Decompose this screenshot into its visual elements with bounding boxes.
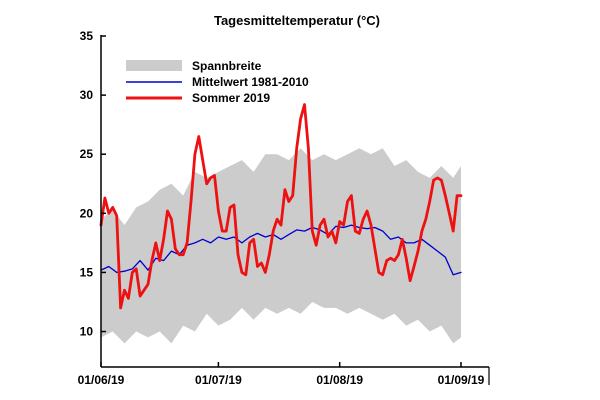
y-tick-label: 35 [80,29,94,43]
plot-area: 10 15 20 25 30 35 01/06/19 01/07/19 01/08/19 01/0… [78,29,490,387]
y-tick-label: 30 [80,88,94,102]
y-tick-label: 10 [80,325,94,339]
y-tick-label: 15 [80,265,94,279]
legend-label-mean: Mittelwert 1981-2010 [192,75,309,89]
x-tick-label: 01/07/19 [195,373,242,387]
legend-swatch-range [126,60,182,71]
x-tick-label: 01/08/19 [316,373,363,387]
x-tick-label: 01/06/19 [78,373,125,387]
legend: Spannbreite Mittelwert 1981-2010 Sommer … [126,59,309,105]
y-tick-label: 25 [80,147,94,161]
legend-label-range: Spannbreite [192,59,262,73]
y-tick-label: 20 [80,206,94,220]
x-tick-label: 01/09/19 [438,373,485,387]
summer-2019-line [99,103,463,310]
chart-title: Tagesmitteltemperatur (°C) [214,13,380,28]
legend-label-summer: Sommer 2019 [192,91,270,105]
